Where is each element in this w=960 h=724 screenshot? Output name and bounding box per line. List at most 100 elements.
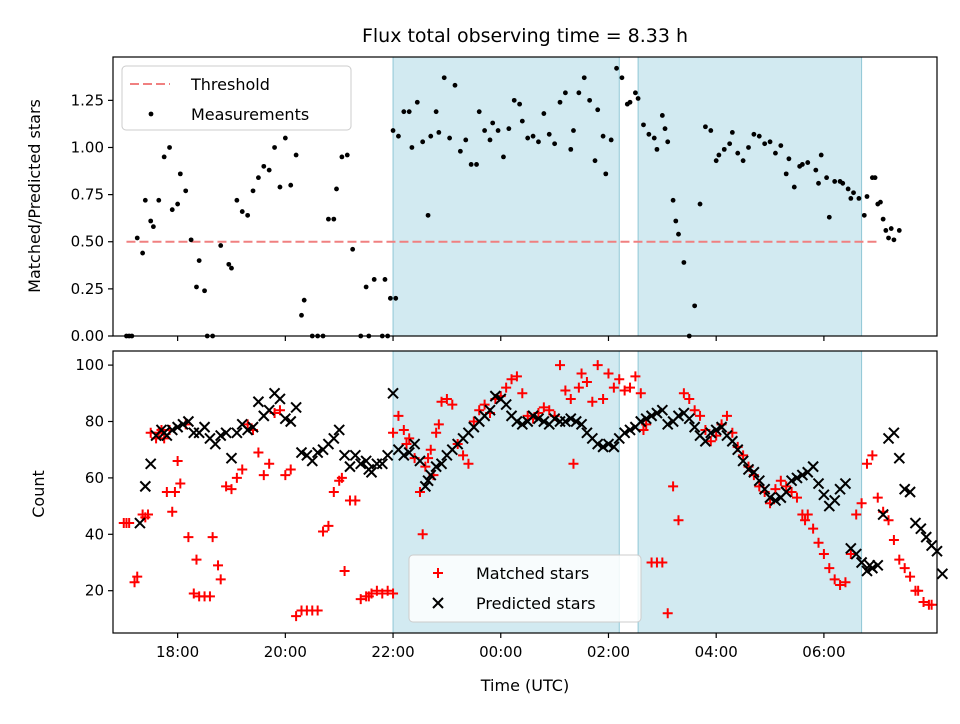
data-point [767,139,773,145]
data-point [753,475,765,487]
data-point [188,427,200,439]
data-point [433,419,444,430]
y-tick-label: 100 [75,356,104,374]
data-point [845,549,856,560]
data-point [299,312,304,318]
data-point [816,180,821,186]
data-point [845,186,851,192]
data-point [376,458,388,470]
legend-matched-label: Matched stars [476,564,589,583]
data-point [398,449,410,462]
data-point [840,180,846,186]
data-point [839,477,852,490]
data-point [331,216,337,222]
data-point [896,228,902,233]
data-point [344,460,356,473]
data-point [624,424,636,436]
data-point [258,470,269,481]
data-point [393,295,399,301]
data-point [715,421,728,433]
data-point [422,475,434,487]
data-point [780,486,792,498]
data-point [274,393,286,405]
data-point [866,562,879,574]
data-point [855,556,868,569]
plot-frame [112,350,938,634]
data-point [662,608,673,619]
data-point [333,424,345,436]
data-point [598,393,609,404]
data-point [735,150,741,156]
data-point [420,139,426,145]
data-point [274,405,285,416]
data-point [894,554,905,565]
data-point [851,509,862,520]
data-point [678,388,689,399]
data-point [517,101,523,107]
data-point [665,139,671,145]
x-tick-label: 00:00 [479,643,522,661]
data-point [692,303,698,309]
data-point [338,449,351,462]
data-point [167,145,172,150]
data-point [791,472,803,484]
data-point [818,549,829,560]
shaded-interval-1 [637,350,863,634]
x-tick-label: 02:00 [587,643,630,661]
data-point [756,133,762,139]
data-point [576,90,582,96]
data-point [681,260,687,265]
data-point [215,429,227,442]
data-point [381,449,394,462]
legend-matched-swatch [433,568,443,578]
data-point [651,135,657,141]
data-point [746,145,751,150]
data-point [796,469,809,481]
data-point [191,554,202,565]
data-point [458,450,469,461]
data-point [762,141,768,147]
data-point [571,128,576,133]
data-point [570,415,582,428]
y-tick-label: 40 [85,525,104,543]
data-point [737,455,749,467]
data-point [791,184,797,190]
bottom-panel: 20 40 60 80 100 18:00 20:00 22:00 00:00 02:00 04:0… [75,350,949,661]
data-point [662,126,668,132]
data-point [489,390,502,402]
data-point [500,398,512,411]
data-point [708,128,714,133]
data-point [414,99,420,105]
data-point [382,277,388,282]
data-point [339,154,345,160]
legend-measurements-swatch [148,111,154,117]
data-point [388,588,399,599]
data-point [490,120,496,126]
data-point [851,190,856,196]
data-point [525,135,531,141]
data-point [721,146,727,152]
data-point [425,469,437,481]
data-point [387,295,393,301]
data-point [328,487,339,497]
data-point [237,464,248,475]
plot-frame [112,56,938,337]
data-point [213,560,224,571]
data-point [220,427,232,439]
data-point [799,162,805,167]
data-point [646,131,652,137]
data-point [703,124,708,130]
data-point [689,405,700,416]
data-point [323,520,334,531]
data-point [729,130,735,135]
data-point [169,487,180,497]
data-point [414,487,425,497]
data-point [861,458,872,469]
data-point [727,141,733,147]
data-point [425,212,431,218]
data-point [559,415,572,428]
data-point [591,438,604,450]
data-point [301,297,307,303]
data-point [619,385,630,396]
data-point [441,393,452,404]
